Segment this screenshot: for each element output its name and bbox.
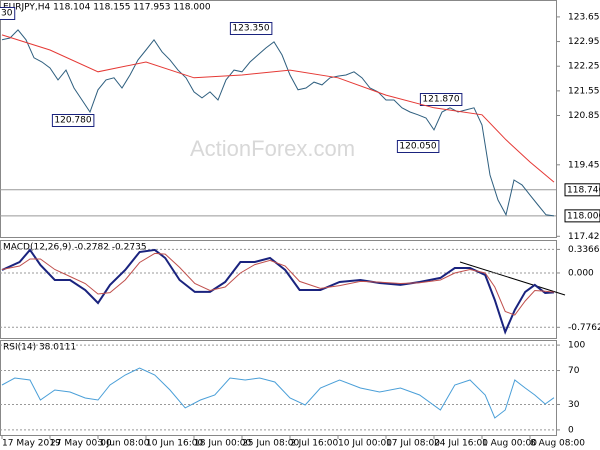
y-tick-label: 100 [568,341,585,351]
series-line [1,367,555,419]
x-tick-label: 10 Jun 16:00 [146,439,203,449]
y-tick-label: 30 [568,400,580,410]
x-tick-label: 27 May 00:00 [50,439,112,449]
panel-title: MACD(12,26,9) -0.2782 -0.2735 [3,243,147,253]
series-line [1,34,555,183]
annotation: 121.870 [422,95,459,105]
x-tick-label: 2 Jul 16:00 [290,439,339,449]
x-tick-label: 17 May 2019 [2,439,61,449]
x-tick-label: 18 Jun 00:00 [194,439,251,449]
y-tick-label: 122.250 [568,62,600,72]
watermark: ActionForex.com [190,136,355,161]
x-tick-label: 24 Jul 16:00 [434,439,488,449]
x-tick-label: 17 Jul 08:00 [386,439,440,449]
y-tick-label: 0 [568,425,574,435]
y-tick-label: 120.850 [568,111,600,121]
panel-title: RSI(14) 38.0111 [3,343,76,353]
x-tick-label: 25 Jun 08:00 [242,439,299,449]
x-tick-label: 1 Aug 00:00 [482,439,537,449]
x-tick-label: 10 Jul 00:00 [338,439,392,449]
macd-panel [0,240,557,339]
series-line [1,252,555,316]
y-tick-label: 122.950 [568,37,600,47]
y-tick-label: 0.000 [568,268,594,278]
annotation-box [51,114,95,127]
y-tick-label: 117.420 [568,232,600,242]
panel-title: EURJPY,H4 118.104 118.155 117.953 118.00… [3,3,211,13]
y-tick-label: 123.650 [568,12,600,22]
annotation-box [396,140,440,153]
y-tick-label: 70 [568,366,580,376]
annotation-box [229,22,273,35]
y-tick-label: 119.450 [568,160,600,170]
annotation: 30 [1,9,13,19]
annotation: 120.050 [399,142,436,152]
level-label: 118.000 [567,211,600,221]
level-box [564,209,600,223]
trend-line [459,261,566,296]
price-panel [0,0,557,238]
level-box [564,183,600,197]
x-tick-label: 3 Jun 08:00 [98,439,150,449]
rsi-panel [0,340,557,436]
annotation: 123.350 [232,24,269,34]
y-tick-label: -0.7762 [568,323,600,333]
annotation-box [0,7,16,20]
series-line [1,248,555,335]
series-line [1,29,555,217]
y-tick-label: 121.550 [568,86,600,96]
annotation-box [419,93,463,106]
annotation: 120.780 [54,116,91,126]
x-tick-label: 8 Aug 08:00 [530,439,585,449]
level-label: 118.740 [567,185,600,195]
y-tick-label: 0.3366 [568,245,600,255]
